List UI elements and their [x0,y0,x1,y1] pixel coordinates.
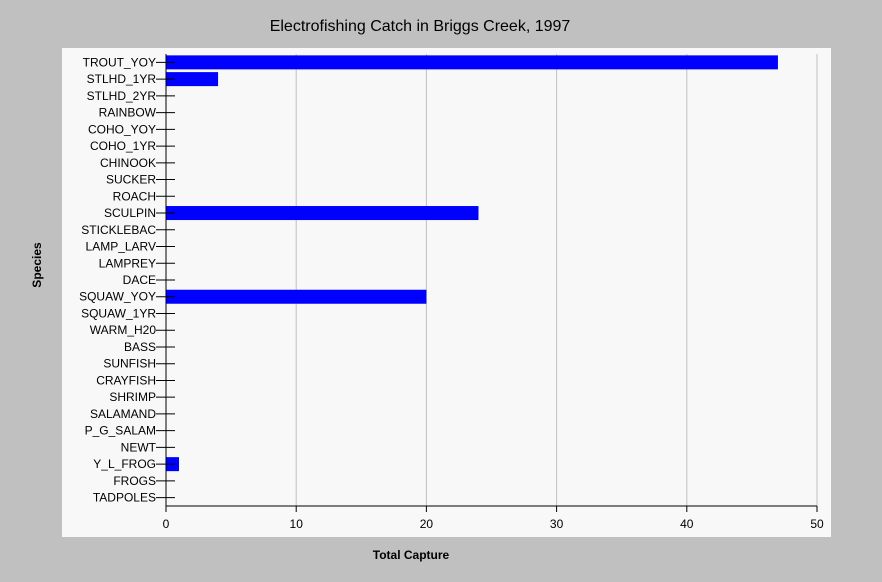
y-tick-label: LAMP_LARV [86,240,156,254]
bar-sculpin [166,206,479,221]
y-tick-label: TADPOLES [93,491,156,505]
y-tick-label: COHO_YOY [88,122,156,136]
y-tick-label: SUCKER [106,173,156,187]
y-tick-label: SUNFISH [103,357,156,371]
y-tick-label: CHINOOK [100,156,156,170]
y-tick-label: SCULPIN [104,206,156,220]
y-tick-label: DACE [123,273,156,287]
bar-trout_yoy [166,55,778,70]
bar-stlhd_1yr [166,72,219,87]
x-tick-label: 10 [290,517,304,531]
y-tick-label: BASS [124,340,156,354]
y-tick-label: STLHD_1YR [87,72,157,86]
y-tick-label: Y_L_FROG [93,457,156,471]
y-tick-label: SQUAW_YOY [79,290,156,304]
y-tick-label: NEWT [121,440,157,454]
x-axis-label: Total Capture [372,548,450,562]
y-tick-label: SHRIMP [109,390,156,404]
y-tick-label: SQUAW_1YR [81,306,156,320]
bar-squaw_yoy [166,289,427,304]
x-tick-label: 50 [810,517,824,531]
chart-title: Electrofishing Catch in Briggs Creek, 19… [269,18,571,35]
y-tick-label: COHO_1YR [90,139,156,153]
y-tick-label: TROUT_YOY [83,55,156,69]
x-tick-label: 30 [550,517,564,531]
y-tick-label: ROACH [113,189,156,203]
y-tick-label: FROGS [113,474,156,488]
y-axis-label: Species [30,242,44,288]
x-tick-label: 0 [163,517,170,531]
y-tick-label: STLHD_2YR [87,89,157,103]
x-tick-label: 20 [420,517,434,531]
y-tick-label: LAMPREY [99,256,156,270]
y-tick-label: SALAMAND [90,407,156,421]
y-tick-label: WARM_H20 [90,323,157,337]
y-tick-label: RAINBOW [99,106,157,120]
x-tick-label: 40 [680,517,694,531]
y-tick-label: CRAYFISH [96,373,156,387]
y-tick-label: P_G_SALAM [85,424,156,438]
y-tick-label: STICKLEBAC [81,223,156,237]
